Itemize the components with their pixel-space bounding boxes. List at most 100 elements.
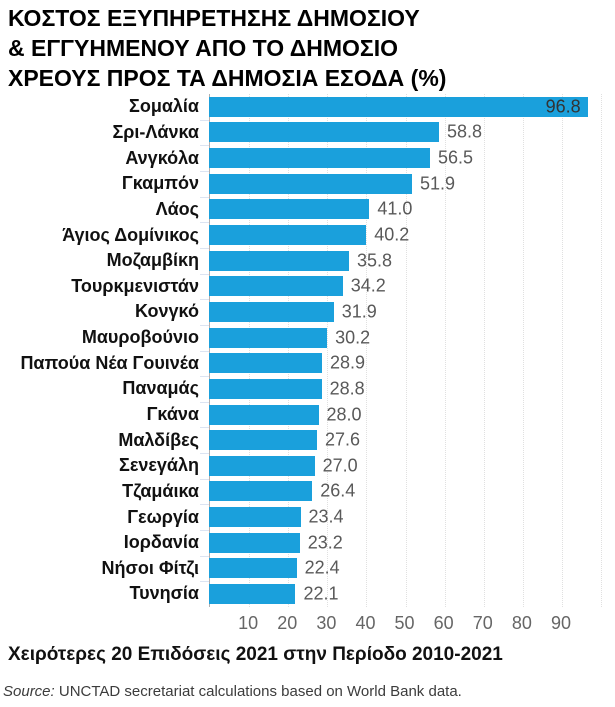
bar-chart: Σομαλία 96.8 Σρι-Λάνκα 58.8 Ανγκόλα 56.5 Γκαμπ… — [0, 94, 615, 607]
value-label: 96.8 — [545, 96, 581, 117]
bar-cell: 51.9 — [209, 171, 615, 197]
bar-row: Γκαμπόν 51.9 — [0, 171, 615, 197]
bar-rows: Σομαλία 96.8 Σρι-Λάνκα 58.8 Ανγκόλα 56.5 Γκαμπ… — [0, 94, 615, 607]
bar-row: Σενεγάλη 27.0 — [0, 453, 615, 479]
bar — [209, 276, 343, 297]
value-label: 23.4 — [308, 506, 344, 527]
bar-cell: 28.9 — [209, 350, 615, 376]
bar-row: Παναμάς 28.8 — [0, 376, 615, 402]
bar-cell: 58.8 — [209, 120, 615, 146]
value-label: 28.9 — [330, 352, 366, 373]
bar-row: Σρι-Λάνκα 58.8 — [0, 120, 615, 146]
bar-cell: 22.4 — [209, 556, 615, 582]
country-label: Ανγκόλα — [125, 147, 199, 168]
value-label: 31.9 — [341, 301, 377, 322]
bar-row: Τζαμάικα 26.4 — [0, 479, 615, 505]
bar — [209, 327, 328, 348]
bar-row: Σομαλία 96.8 — [0, 94, 615, 120]
x-tick-label: 50 — [394, 613, 415, 633]
bar — [209, 199, 370, 220]
x-tick-label: 20 — [277, 613, 298, 633]
bar — [209, 250, 350, 271]
bar-cell: 31.9 — [209, 299, 615, 325]
x-tick-label: 70 — [472, 613, 493, 633]
bar-row: Γκάνα 28.0 — [0, 402, 615, 428]
bar-cell: 23.4 — [209, 504, 615, 530]
bar-row: Κονγκό 31.9 — [0, 299, 615, 325]
value-label: 51.9 — [420, 173, 456, 194]
bar-row: Μαυροβούνιο 30.2 — [0, 325, 615, 351]
x-tick-label: 60 — [433, 613, 454, 633]
bar-row: Νήσοι Φίτζι 22.4 — [0, 556, 615, 582]
bar — [209, 532, 300, 553]
bar-cell: 41.0 — [209, 197, 615, 223]
country-label: Γεωργία — [127, 506, 199, 527]
bar-cell: 35.8 — [209, 248, 615, 274]
country-label: Λάος — [155, 198, 199, 219]
country-label: Νήσοι Φίτζι — [101, 557, 199, 578]
value-label: 56.5 — [437, 147, 474, 168]
chart-title-line-1: ΚΟΣΤΟΣ ΕΞΥΠΗΡΕΤΗΣΗΣ ΔΗΜΟΣΙΟΥ — [8, 5, 420, 31]
bar — [209, 507, 301, 528]
bar — [209, 481, 313, 502]
value-label: 58.8 — [446, 121, 483, 142]
bar-cell: 30.2 — [209, 325, 615, 351]
source-text: UNCTAD secretariat calculations based on… — [54, 683, 462, 700]
x-axis: 10 20 30 40 50 60 70 80 90 — [209, 610, 615, 633]
bar — [209, 122, 439, 143]
bar-cell: 26.4 — [209, 479, 615, 505]
bar — [209, 378, 322, 399]
bar — [209, 353, 323, 374]
bar-cell: 28.0 — [209, 402, 615, 428]
chart-subtitle: Χειρότερες 20 Επιδόσεις 2021 στην Περίοδ… — [8, 644, 503, 665]
country-label: Γκάνα — [146, 404, 199, 424]
x-tick-label: 40 — [355, 613, 376, 633]
bar — [209, 430, 317, 451]
source-label: Source: — [3, 683, 55, 700]
country-label: Τζαμάικα — [122, 480, 199, 501]
country-label: Μαλδίβες — [118, 429, 199, 450]
bar-cell: 56.5 — [209, 145, 615, 171]
bar — [209, 301, 334, 322]
x-tick-label: 80 — [511, 613, 532, 633]
country-label: Μαυροβούνιο — [81, 327, 199, 348]
bar-row: Τουρκμενιστάν 34.2 — [0, 273, 615, 299]
value-label: 30.2 — [335, 327, 371, 348]
bar-cell: 34.2 — [209, 273, 615, 299]
bar-row: Ανγκόλα 56.5 — [0, 145, 615, 171]
bar-row: Λάος 41.0 — [0, 197, 615, 223]
value-label: 23.2 — [307, 532, 343, 553]
bar-cell: 28.8 — [209, 376, 615, 402]
bar — [209, 583, 296, 604]
country-label: Παναμάς — [122, 378, 199, 399]
value-label: 35.8 — [357, 250, 393, 271]
country-label: Παπούα Νέα Γουινέα — [20, 352, 199, 373]
country-label: Ιορδανία — [123, 532, 199, 553]
bar-row: Γεωργία 23.4 — [0, 504, 615, 530]
value-label: 34.2 — [350, 275, 386, 296]
bar — [209, 455, 315, 476]
value-label: 28.8 — [329, 378, 365, 399]
chart-title: ΚΟΣΤΟΣ ΕΞΥΠΗΡΕΤΗΣΗΣ ΔΗΜΟΣΙΟΥ & ΕΓΓΥΗΜΕΝΟ… — [0, 0, 615, 93]
value-label: 22.1 — [303, 583, 339, 604]
bar — [209, 148, 430, 169]
country-label: Μοζαμβίκη — [106, 250, 199, 271]
bar-cell: 96.8 — [209, 94, 615, 120]
bar-cell: 40.2 — [209, 222, 615, 248]
bar-cell: 23.2 — [209, 530, 615, 556]
country-label: Σενεγάλη — [119, 455, 199, 476]
bar-cell: 22.1 — [209, 581, 615, 607]
bar — [209, 225, 367, 246]
country-label: Άγιος Δομίνικος — [62, 224, 199, 245]
value-label: 40.2 — [374, 224, 410, 245]
value-label: 26.4 — [320, 480, 356, 501]
source-note: Source: UNCTAD secretariat calculations … — [3, 683, 615, 700]
bar-row: Τυνησία 22.1 — [0, 581, 615, 607]
x-tick-label: 10 — [238, 613, 259, 633]
bar — [209, 404, 319, 425]
country-label: Σομαλία — [129, 96, 199, 117]
value-label: 27.0 — [322, 455, 358, 476]
chart-title-line-2: & ΕΓΓΥΗΜΕΝΟΥ ΑΠΟ ΤΟ ΔΗΜΟΣΙΟ — [8, 35, 399, 61]
value-label: 27.6 — [324, 429, 360, 450]
country-label: Τουρκμενιστάν — [71, 275, 199, 296]
